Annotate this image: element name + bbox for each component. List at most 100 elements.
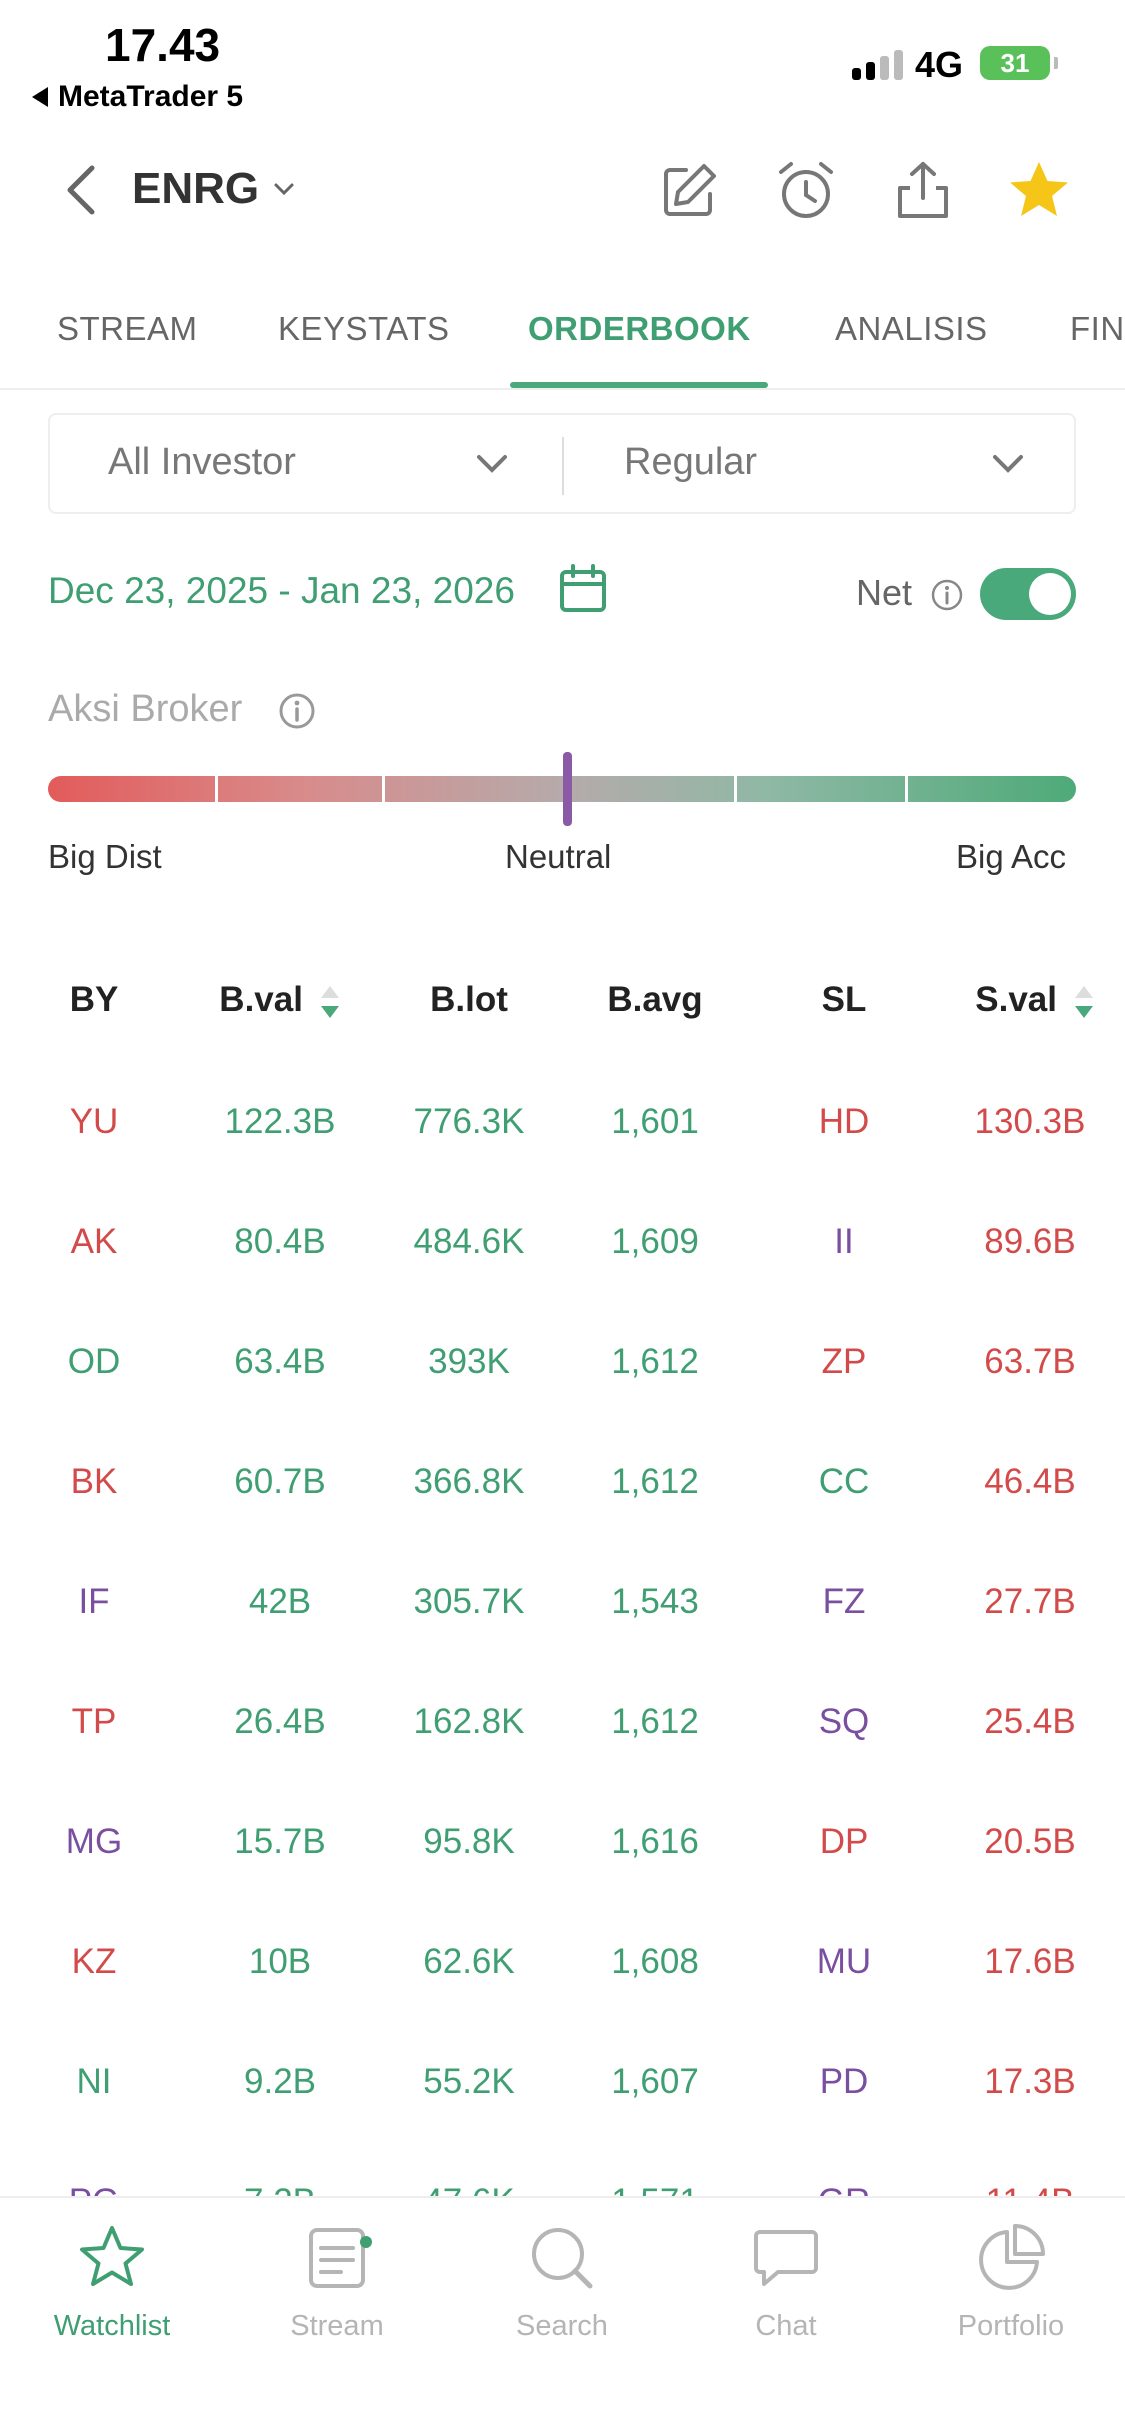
cell-sl[interactable]: FZ [822, 1582, 866, 1621]
table-row[interactable]: KZ 10B 62.6K 1,608 MU 17.6B [0, 1920, 1125, 2040]
cell-by[interactable]: IF [78, 1582, 110, 1621]
net-toggle[interactable] [980, 568, 1076, 620]
table-row[interactable]: YU 122.3B 776.3K 1,601 HD 130.3B [0, 1080, 1125, 1200]
table-row[interactable]: IF 42B 305.7K 1,543 FZ 27.7B [0, 1560, 1125, 1680]
cell-sval: 11.4B [940, 2182, 1120, 2200]
nav-stream[interactable]: Stream [237, 2218, 437, 2343]
cell-bavg: 1,607 [611, 2062, 699, 2101]
cell-by[interactable]: NI [76, 2062, 112, 2101]
cell-blot: 484.6K [413, 1222, 525, 1261]
cell-by[interactable]: AK [70, 1222, 118, 1261]
nav-label: Portfolio [957, 2310, 1065, 2342]
sort-desc-icon [1074, 985, 1093, 1018]
edit-icon[interactable] [656, 158, 722, 224]
cell-bavg: 1,612 [611, 1462, 699, 1501]
header-bval[interactable]: B.val [200, 980, 360, 1022]
star-outline-icon [80, 2226, 144, 2286]
filter-bar: All Investor Regular [48, 413, 1076, 514]
cell-bval: 60.7B [234, 1462, 326, 1501]
header-sl[interactable]: SL [821, 980, 867, 1019]
table-row[interactable]: OD 63.4B 393K 1,612 ZP 63.7B [0, 1320, 1125, 1440]
header-by[interactable]: BY [69, 980, 119, 1019]
cell-bavg: 1,601 [611, 1102, 699, 1141]
cell-bavg: 1,612 [611, 1342, 699, 1381]
cell-bval: 63.4B [234, 1342, 326, 1381]
tab-keystats[interactable]: KEYSTATS [278, 310, 450, 347]
chat-icon [754, 2230, 818, 2286]
cell-sl[interactable]: DP [819, 1822, 869, 1861]
cell-sl[interactable]: MU [816, 1942, 872, 1981]
cell-blot: 393K [428, 1342, 510, 1381]
table-row[interactable]: MG 15.7B 95.8K 1,616 DP 20.5B [0, 1800, 1125, 1920]
cell-bval: 9.2B [244, 2062, 316, 2101]
cell-by[interactable]: BK [70, 1462, 118, 1501]
tab-analisis[interactable]: ANALISIS [835, 310, 988, 347]
table-row[interactable]: PG 7.2B 47.6K 1,571 GR 11.4B [0, 2160, 1125, 2200]
cell-bavg: 1,571 [565, 2182, 745, 2200]
symbol-selector[interactable]: ENRG [132, 164, 295, 214]
cell-bavg: 1,543 [611, 1582, 699, 1621]
info-icon[interactable] [930, 578, 964, 612]
cell-sl[interactable]: PD [819, 2062, 869, 2101]
cell-by[interactable]: YU [69, 1102, 119, 1141]
aksi-broker-label: Aksi Broker [48, 688, 243, 730]
cell-by[interactable]: PG [4, 2182, 184, 2200]
tab-stream[interactable]: STREAM [57, 310, 198, 347]
cell-bavg: 1,612 [611, 1702, 699, 1741]
cell-by[interactable]: MG [65, 1822, 123, 1861]
active-tab-indicator [510, 382, 768, 388]
broker-action-meter [48, 776, 1076, 802]
cell-sval: 89.6B [984, 1222, 1076, 1261]
cell-bval: 122.3B [224, 1102, 336, 1141]
nav-portfolio[interactable]: Portfolio [911, 2218, 1111, 2343]
cell-sl[interactable]: CC [818, 1462, 870, 1501]
market-select[interactable]: Regular [624, 441, 758, 483]
broker-action-needle [563, 752, 572, 826]
back-chevron-icon[interactable] [60, 162, 100, 218]
nav-label: Chat [755, 2310, 817, 2342]
cell-blot: 366.8K [413, 1462, 525, 1501]
table-row[interactable]: TP 26.4B 162.8K 1,612 SQ 25.4B [0, 1680, 1125, 1800]
investor-select[interactable]: All Investor [108, 441, 296, 483]
cell-sl[interactable]: SQ [818, 1702, 870, 1741]
info-icon[interactable] [278, 692, 316, 730]
favorite-star-icon[interactable] [1006, 158, 1072, 224]
cell-by[interactable]: KZ [71, 1942, 117, 1981]
table-row[interactable]: NI 9.2B 55.2K 1,607 PD 17.3B [0, 2040, 1125, 2160]
header-sval[interactable]: S.val [955, 980, 1115, 1022]
cell-bavg: 1,608 [611, 1942, 699, 1981]
share-icon[interactable] [890, 158, 956, 224]
table-row[interactable]: AK 80.4B 484.6K 1,609 II 89.6B [0, 1200, 1125, 1320]
nav-search[interactable]: Search [462, 2218, 662, 2343]
cell-sval: 27.7B [984, 1582, 1076, 1621]
toggle-knob [1029, 573, 1071, 615]
cell-by[interactable]: TP [71, 1702, 117, 1741]
cell-blot: 162.8K [413, 1702, 525, 1741]
scale-big-dist: Big Dist [48, 838, 162, 875]
table-row[interactable]: BK 60.7B 366.8K 1,612 CC 46.4B [0, 1440, 1125, 1560]
cell-sl[interactable]: II [834, 1222, 854, 1261]
cell-sl[interactable]: HD [818, 1102, 870, 1141]
nav-label: Search [516, 2310, 608, 2342]
header-bavg[interactable]: B.avg [607, 980, 703, 1019]
pie-chart-icon [979, 2224, 1045, 2290]
back-app-label: MetaTrader 5 [58, 80, 244, 113]
cell-by[interactable]: OD [67, 1342, 121, 1381]
cell-bavg: 1,609 [611, 1222, 699, 1261]
cell-bval: 10B [248, 1942, 312, 1981]
filter-divider [562, 437, 564, 495]
header-blot[interactable]: B.lot [430, 980, 508, 1019]
nav-watchlist[interactable]: Watchlist [12, 2218, 212, 2343]
date-range-picker[interactable]: Dec 23, 2025 - Jan 23, 2026 [48, 570, 515, 611]
cell-sval: 17.3B [984, 2062, 1076, 2101]
calendar-icon[interactable] [558, 564, 608, 614]
back-to-app-button[interactable]: MetaTrader 5 [32, 80, 243, 114]
tab-orderbook[interactable]: ORDERBOOK [528, 310, 751, 347]
notification-dot [360, 2236, 372, 2248]
signal-icon [852, 50, 903, 80]
alarm-icon[interactable] [773, 158, 839, 224]
tab-financials[interactable]: FIN [1070, 310, 1125, 347]
cell-sl[interactable]: GR [754, 2182, 934, 2200]
cell-sl[interactable]: ZP [821, 1342, 867, 1381]
nav-chat[interactable]: Chat [686, 2218, 886, 2343]
